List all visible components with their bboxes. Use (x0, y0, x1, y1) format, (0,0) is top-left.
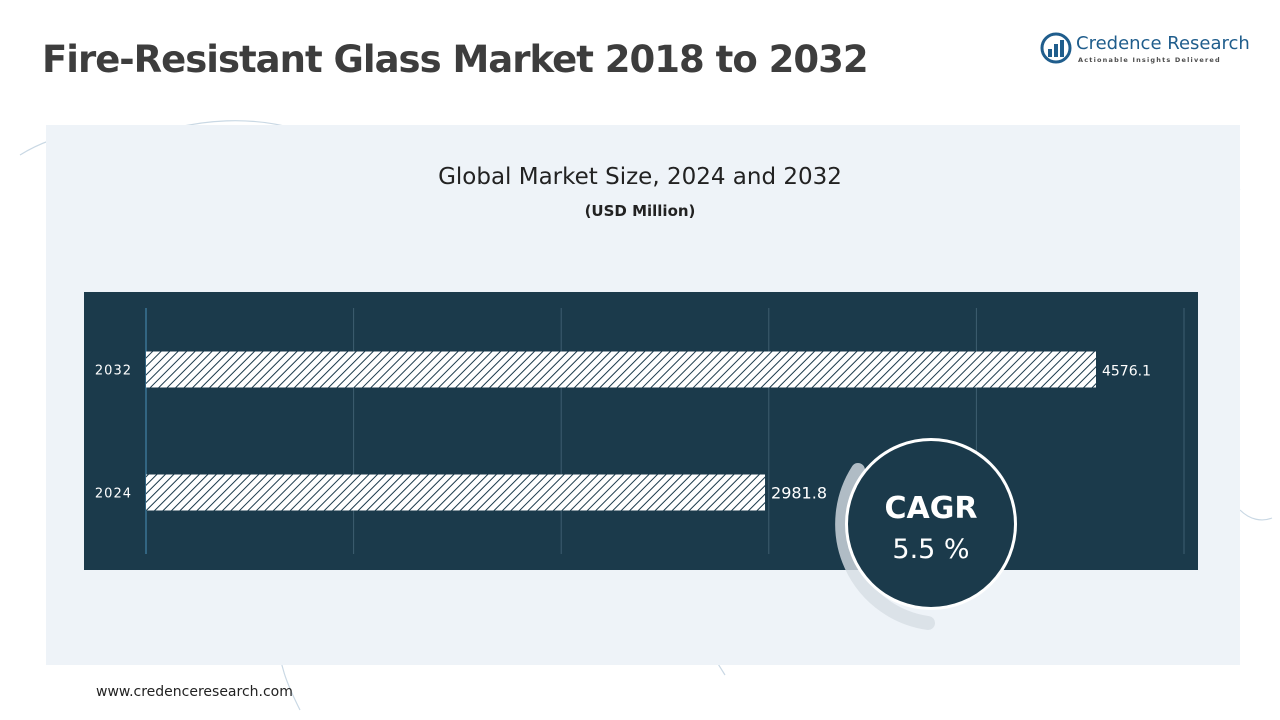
page-title: Fire-Resistant Glass Market 2018 to 2032 (42, 38, 869, 81)
brand-name: Credence Research (1076, 33, 1250, 54)
cagr-label: CAGR (884, 491, 978, 526)
bar-chart: 2032 4576.1 2024 2981.8 (95, 308, 1185, 554)
cagr-arc-decoration (835, 463, 935, 630)
cagr-value: 5.5 % (892, 534, 970, 565)
category-label: 2032 (95, 364, 132, 379)
cagr-badge: CAGR 5.5 % (845, 438, 1017, 610)
bar-chart-globe-icon (1040, 32, 1072, 64)
category-label: 2024 (95, 487, 132, 502)
value-label: 4576.1 (1102, 364, 1151, 380)
value-label: 2981.8 (771, 484, 827, 503)
bar-2032 (146, 351, 1096, 388)
brand-tagline: Actionable Insights Delivered (1078, 56, 1221, 64)
chart-title: Global Market Size, 2024 and 2032 (438, 164, 842, 190)
footer-url[interactable]: www.credenceresearch.com (96, 684, 293, 700)
bar-2024 (146, 474, 766, 511)
chart-subtitle: (USD Million) (584, 202, 696, 220)
brand-logo[interactable]: Credence Research Actionable Insights De… (1040, 30, 1260, 70)
